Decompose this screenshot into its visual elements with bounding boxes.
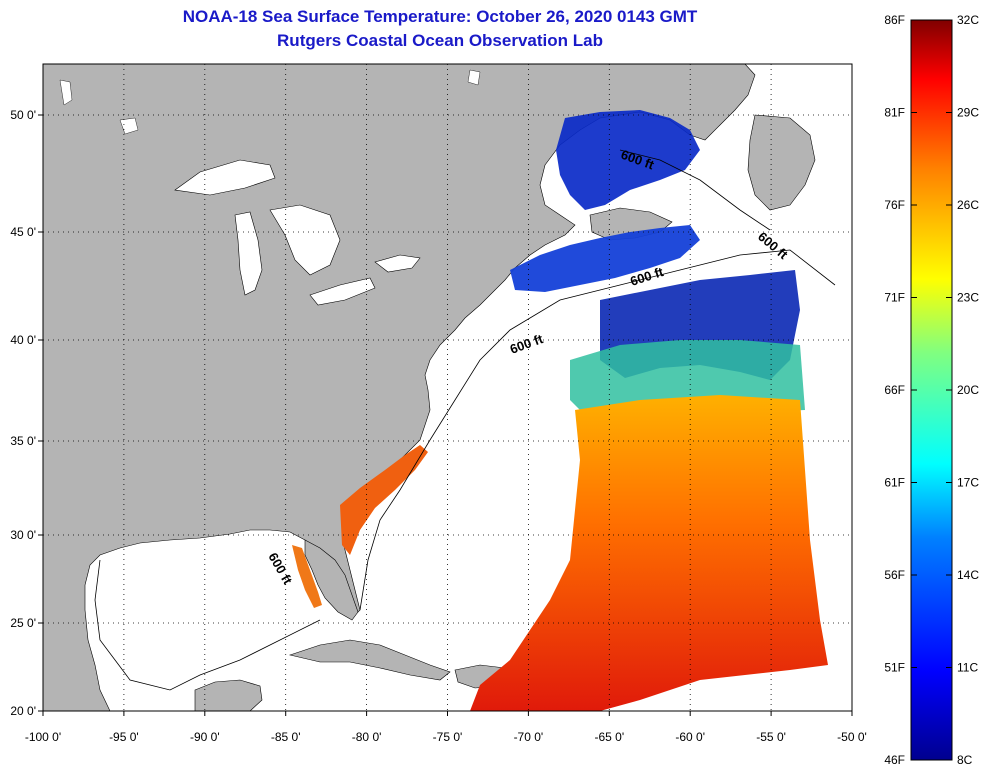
- colorbar-fahrenheit-label: 86F: [884, 13, 905, 27]
- x-tick-label: -75 0': [433, 730, 463, 744]
- sst-coastal-warm: [340, 445, 428, 555]
- sst-cold-region-maine: [510, 225, 700, 292]
- sst-florida-warm: [292, 545, 322, 608]
- y-tick-label: 20 0': [10, 704, 36, 718]
- x-tick-label: -95 0': [109, 730, 139, 744]
- map-title: NOAA-18 Sea Surface Temperature: October…: [182, 7, 698, 26]
- land-cuba: [288, 639, 451, 681]
- x-tick-label: -90 0': [190, 730, 220, 744]
- x-tick-label: -50 0': [837, 730, 867, 744]
- colorbar-celsius-label: 26C: [957, 198, 979, 212]
- land-florida: [304, 539, 359, 621]
- land-yucatan: [194, 679, 263, 711]
- sst-cold-region-north: [556, 110, 700, 210]
- longitude-axis: -100 0' -95 0' -90 0' -85 0' -80 0' -75 0' -70…: [25, 711, 867, 744]
- x-tick-label: -55 0': [756, 730, 786, 744]
- x-tick-label: -85 0': [271, 730, 301, 744]
- x-tick-label: -100 0': [25, 730, 61, 744]
- sst-warm-region: [470, 395, 828, 711]
- x-tick-label: -70 0': [514, 730, 544, 744]
- colorbar-celsius-label: 32C: [957, 13, 979, 27]
- colorbar-celsius-label: 14C: [957, 568, 979, 582]
- colorbar-fahrenheit-label: 66F: [884, 383, 905, 397]
- y-tick-label: 45 0': [10, 225, 36, 239]
- colorbar-fahrenheit-label: 76F: [884, 198, 905, 212]
- colorbar-celsius-label: 8C: [957, 753, 973, 767]
- bathymetry-contour: [94, 149, 836, 691]
- colorbar-celsius-label: 17C: [957, 476, 979, 490]
- y-tick-label: 40 0': [10, 333, 36, 347]
- northern-lakes: [59, 69, 481, 135]
- land-newfoundland: [747, 114, 816, 211]
- colorbar-fahrenheit-label: 51F: [884, 661, 905, 675]
- y-tick-label: 35 0': [10, 434, 36, 448]
- colorbar-celsius-label: 29C: [957, 106, 979, 120]
- y-tick-label: 50 0': [10, 108, 36, 122]
- colorbar-labels: 32C 29C 26C 23C 20C 17C 14C 11C 8C 86F 81F 76F 71F 66…: [884, 13, 979, 767]
- colorbar-fahrenheit-label: 46F: [884, 753, 905, 767]
- colorbar-celsius-label: 23C: [957, 291, 979, 305]
- x-tick-label: -60 0': [675, 730, 705, 744]
- map-subtitle: Rutgers Coastal Ocean Observation Lab: [277, 31, 603, 50]
- colorbar: [910, 19, 953, 761]
- colorbar-celsius-label: 11C: [957, 661, 978, 675]
- colorbar-fahrenheit-label: 81F: [884, 106, 905, 120]
- x-tick-label: -65 0': [594, 730, 624, 744]
- colorbar-fahrenheit-label: 61F: [884, 476, 905, 490]
- colorbar-fahrenheit-label: 56F: [884, 568, 905, 582]
- y-tick-label: 30 0': [10, 528, 36, 542]
- latitude-axis: 50 0' 45 0' 40 0' 35 0' 30 0' 25 0' 20 0': [10, 108, 43, 718]
- colorbar-celsius-label: 20C: [957, 383, 979, 397]
- great-lakes: [174, 159, 421, 306]
- x-tick-label: -80 0': [352, 730, 382, 744]
- colorbar-fahrenheit-label: 71F: [884, 291, 905, 305]
- y-tick-label: 25 0': [10, 616, 36, 630]
